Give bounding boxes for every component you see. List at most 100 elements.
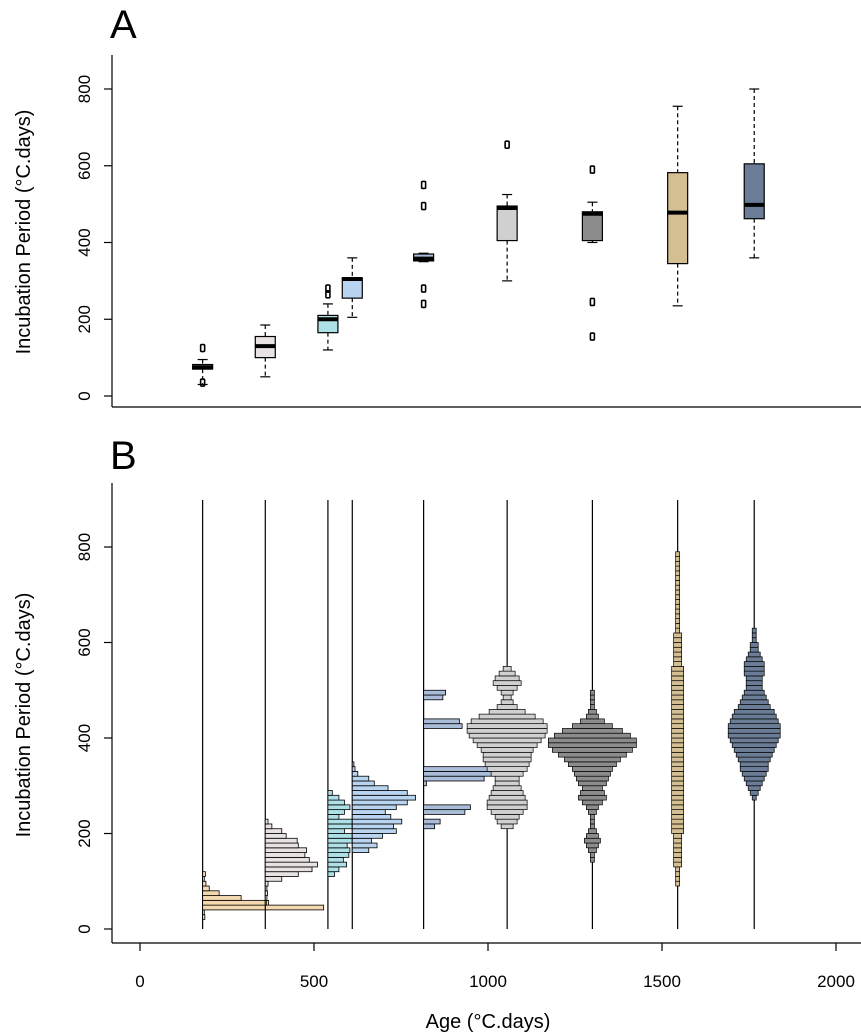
panel-a-boxes <box>192 88 765 387</box>
box-outlier <box>420 180 427 190</box>
density-bin <box>739 761 769 768</box>
histogram-bar <box>327 809 345 815</box>
density-bin <box>590 852 595 858</box>
histogram-group <box>727 500 781 929</box>
density-bin <box>675 556 681 562</box>
panel-a-y-tick-label: 800 <box>75 75 94 103</box>
density-bin <box>745 680 763 686</box>
density-bin <box>466 728 548 734</box>
density-bin <box>737 756 771 763</box>
density-bin <box>673 637 683 643</box>
box-group <box>254 324 276 378</box>
density-bin <box>731 742 777 748</box>
density-bin <box>675 565 681 572</box>
panel-b-ylabel: Incubation Period (°C.days) <box>13 593 35 838</box>
histogram-bar <box>327 804 351 811</box>
histogram-bar <box>423 780 427 787</box>
density-bin <box>671 809 685 815</box>
density-bin <box>675 871 681 877</box>
histogram-bar <box>264 895 268 901</box>
histogram-bar <box>264 866 313 873</box>
density-bin <box>671 828 685 834</box>
density-bin <box>590 823 595 830</box>
density-bin <box>490 809 524 815</box>
histogram-bar <box>264 885 268 892</box>
density-bin <box>671 818 685 825</box>
density-bin <box>745 780 763 787</box>
density-bin <box>675 603 681 610</box>
density-bin <box>492 785 522 791</box>
density-bin <box>671 694 685 701</box>
histogram-bar <box>351 775 370 782</box>
density-bin <box>578 780 607 787</box>
density-bin <box>488 708 526 715</box>
density-bin <box>486 804 528 810</box>
histogram-bar <box>351 761 355 768</box>
density-bin <box>671 771 685 777</box>
density-bin <box>671 775 685 782</box>
box-body <box>667 172 689 265</box>
box-outlier <box>420 284 427 293</box>
histogram-bar <box>351 842 378 849</box>
density-bin <box>675 866 681 873</box>
panel-b-letter: B <box>110 434 137 478</box>
density-bin <box>675 623 681 629</box>
histogram-bar <box>202 914 206 920</box>
density-bin <box>588 847 597 853</box>
box-outlier <box>589 297 596 307</box>
density-bin <box>494 780 520 787</box>
density-bin <box>590 689 595 696</box>
density-bin <box>751 627 757 634</box>
density-bin <box>500 689 514 696</box>
density-bin <box>671 666 685 672</box>
density-bin <box>500 823 514 830</box>
density-bin <box>476 742 538 748</box>
density-bin <box>671 689 685 696</box>
density-bin <box>673 837 683 844</box>
box-group <box>341 257 363 318</box>
density-bin <box>671 723 685 729</box>
density-bin <box>673 661 683 667</box>
density-bin <box>675 608 681 615</box>
panel-b-xlabel: Age (°C.days) <box>426 1011 551 1033</box>
density-bin <box>751 632 757 639</box>
histogram-bar <box>264 818 269 825</box>
panel-b-histograms <box>202 500 781 929</box>
density-bin <box>588 828 597 834</box>
density-bin <box>590 704 595 710</box>
density-bin <box>749 646 759 653</box>
box-body <box>581 211 604 242</box>
histogram-group <box>327 500 359 929</box>
density-bin <box>586 804 599 810</box>
density-bin <box>675 589 681 596</box>
box-group <box>581 165 604 341</box>
density-bin <box>671 751 685 758</box>
density-bin <box>572 723 613 729</box>
density-bin <box>727 723 781 729</box>
density-bin <box>675 575 681 581</box>
histogram-bar <box>202 876 205 882</box>
density-bin <box>590 699 595 705</box>
density-bin <box>673 833 683 839</box>
panel-a-y-axis: 0 200 400 600 800 <box>75 55 861 408</box>
density-bin <box>572 766 613 772</box>
density-bin <box>486 799 528 806</box>
density-bin <box>743 661 765 667</box>
density-bin <box>671 804 685 810</box>
density-bin <box>496 685 518 691</box>
box-group <box>413 180 435 309</box>
panel-b-y-tick-label: 800 <box>75 533 94 561</box>
histogram-bar <box>351 804 397 811</box>
histogram-bar <box>423 766 493 772</box>
density-bin <box>671 685 685 691</box>
histogram-bar <box>264 876 283 882</box>
density-bin <box>480 747 534 753</box>
histogram-bar <box>351 837 372 844</box>
density-bin <box>498 670 516 677</box>
density-bin <box>580 790 605 796</box>
density-bin <box>675 570 681 577</box>
histogram-bar <box>423 694 444 701</box>
density-bin <box>590 818 595 825</box>
density-bin <box>747 651 761 658</box>
histogram-bar <box>264 828 283 834</box>
